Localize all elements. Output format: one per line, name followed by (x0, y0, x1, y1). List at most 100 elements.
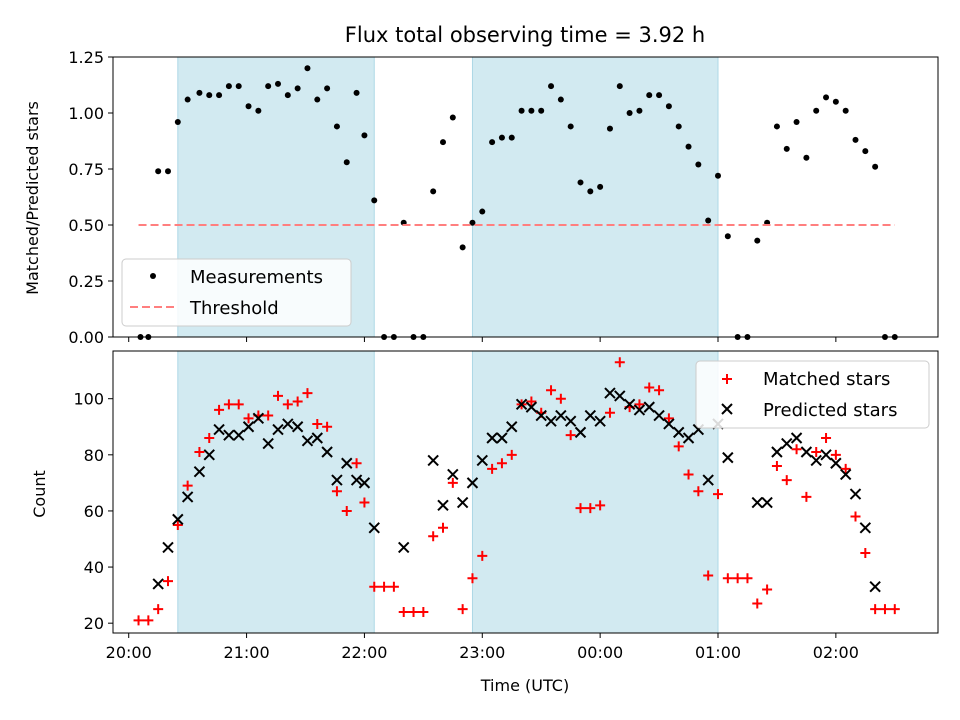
matched-star-point (771, 461, 782, 472)
matched-star-point (654, 385, 665, 396)
legend-label-predicted: Predicted stars (763, 400, 897, 421)
predicted-star-point (193, 465, 206, 478)
y-tick-label: 0.00 (68, 328, 104, 347)
predicted-star-point (466, 477, 479, 489)
matched-star-point (223, 399, 234, 410)
predicted-star-point (311, 432, 323, 444)
predicted-star-point (496, 432, 508, 444)
x-tick-label: 21:00 (224, 643, 270, 662)
predicted-star-point (623, 398, 636, 411)
measurement-point (275, 80, 281, 87)
measurement-point (724, 233, 731, 240)
predicted-star-point (506, 421, 518, 433)
measurement-point (245, 103, 252, 110)
matched-star-point (487, 463, 498, 474)
measurement-point (675, 123, 682, 130)
matched-star-point (467, 573, 478, 584)
matched-star-point (634, 399, 645, 410)
measurement-point (823, 94, 830, 101)
matched-star-point (703, 570, 714, 581)
matched-star-point (418, 606, 429, 617)
matched-star-point (860, 548, 871, 559)
measurement-point (314, 96, 321, 103)
predicted-star-point (447, 468, 459, 481)
measurement-point (469, 219, 476, 226)
predicted-star-point (368, 522, 380, 534)
measurement-point (842, 107, 849, 114)
matched-star-point (322, 421, 333, 432)
measurement-point (862, 148, 869, 155)
predicted-star-point (515, 398, 528, 411)
predicted-star-point (535, 409, 547, 422)
matched-star-point (204, 432, 215, 443)
predicted-star-point (849, 488, 862, 500)
matched-star-point (506, 449, 517, 460)
predicted-star-point (790, 432, 803, 444)
measurement-point (265, 83, 272, 90)
predicted-star-point (574, 426, 587, 439)
predicted-star-point (751, 496, 763, 509)
matched-star-point (683, 469, 694, 480)
matched-star-point (575, 503, 586, 514)
predicted-star-point (476, 454, 488, 467)
matched-star-point (438, 522, 448, 533)
predicted-star-point (771, 446, 783, 458)
predicted-star-point (555, 409, 567, 422)
measurement-point (783, 145, 790, 152)
measurement-point (548, 83, 555, 90)
measurement-point (754, 237, 761, 244)
legend-predicted-marker (721, 403, 733, 415)
predicted-star-point (653, 409, 665, 422)
measurement-point (577, 179, 584, 186)
matched-star-point (644, 382, 655, 393)
matched-star-point (742, 573, 753, 584)
predicted-star-point (172, 513, 184, 526)
measurement-point (304, 65, 311, 72)
measurement-point (606, 125, 613, 132)
predicted-star-point (321, 446, 333, 458)
x-tick-label: 20:00 (106, 643, 152, 662)
matched-star-point (292, 396, 303, 407)
matched-star-point (889, 604, 900, 615)
predicted-star-point (162, 541, 174, 554)
matched-star-point (172, 519, 183, 530)
matched-star-point (752, 598, 763, 609)
matched-star-point (388, 581, 399, 592)
shaded-interval (177, 350, 375, 634)
predicted-star-point (262, 437, 274, 450)
matched-star-point (732, 573, 743, 584)
predicted-star-point (614, 390, 626, 402)
measurement-point (489, 139, 496, 146)
matched-star-point (282, 399, 293, 410)
predicted-star-point (213, 423, 225, 436)
matched-star-point (722, 573, 733, 584)
predicted-star-point (810, 454, 822, 467)
matched-star-point (496, 458, 507, 469)
matched-star-point (693, 486, 704, 497)
y-tick-label: 80 (84, 446, 104, 465)
measurement-point (196, 89, 203, 96)
axes-frame (112, 350, 939, 634)
predicted-star-point (761, 496, 773, 509)
matched-star-point (243, 413, 254, 424)
y-tick-label: 40 (84, 558, 104, 577)
measurement-point (695, 161, 702, 168)
y-tick-label: 1.00 (68, 104, 104, 123)
predicted-star-point (242, 421, 255, 433)
matched-star-point (273, 390, 283, 401)
matched-star-point (214, 404, 225, 415)
matched-star-point (840, 463, 851, 474)
measurement-point (235, 83, 242, 90)
matched-star-point (595, 500, 606, 511)
x-axis-label: Time (UTC) (480, 676, 569, 695)
matched-star-point (369, 581, 380, 592)
ratio-panel: 0.00 0.25 0.50 0.75 1.00 1.25 Measurements Thre… (68, 48, 939, 347)
measurement-point (872, 163, 879, 170)
legend-measurement-marker (150, 273, 156, 279)
matched-star-point (811, 447, 822, 458)
measurement-point (852, 136, 859, 143)
measurement-point (155, 168, 162, 175)
predicted-star-point (564, 415, 577, 427)
y-tick-label: 0.25 (68, 272, 104, 291)
